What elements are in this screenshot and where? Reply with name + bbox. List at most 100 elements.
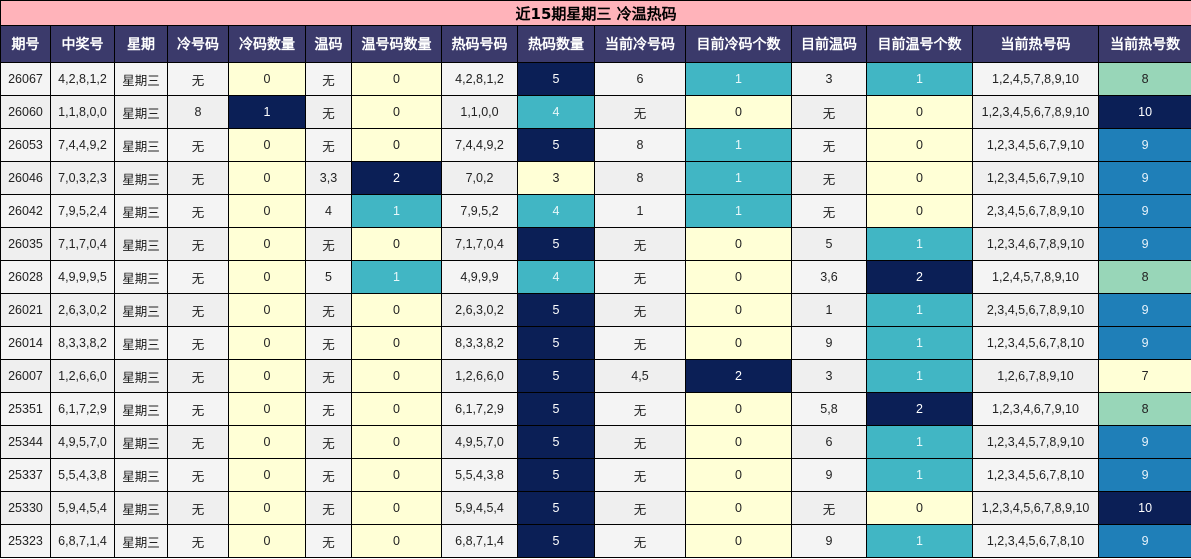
cell-current-warm-numbers: 9 [791,458,867,492]
cell-current-hot-count: 8 [1097,392,1191,426]
cell-cold-numbers: 无 [167,359,229,393]
cell-period: 26060 [0,95,51,129]
cell-warm-count: 2 [351,161,442,195]
cell-period: 26067 [0,62,51,96]
cell-cold-numbers: 无 [167,524,229,558]
cell-current-warm-numbers: 3 [791,359,867,393]
cell-weekday: 星期三 [114,161,168,195]
cell-winning-number: 8,3,3,8,2 [50,326,115,360]
cell-current-cold-numbers: 6 [594,62,686,96]
cell-current-hot-numbers: 1,2,4,5,7,8,9,10 [972,260,1099,294]
cell-weekday: 星期三 [114,260,168,294]
cell-hot-count: 5 [517,491,595,525]
cell-warm-numbers: 无 [305,425,352,459]
cell-current-hot-numbers: 1,2,3,4,5,7,8,9,10 [972,425,1099,459]
cell-warm-numbers: 无 [305,359,352,393]
cell-hot-count: 4 [517,260,595,294]
cell-hot-count: 4 [517,95,595,129]
column-header-warm-count: 温号码数量 [351,25,442,63]
cell-warm-count: 0 [351,293,442,327]
cell-current-hot-numbers: 2,3,4,5,6,7,8,9,10 [972,194,1099,228]
table-row: 26028 4,9,9,9,5 星期三无 0 5 1 4,9,9,9 4 无 0 3,6 2 1,2,4… [0,260,1191,294]
cell-hot-numbers: 8,3,3,8,2 [441,326,518,360]
cell-period: 25351 [0,392,51,426]
cell-current-hot-numbers: 1,2,3,4,5,6,7,8,10 [972,524,1099,558]
cell-current-cold-numbers: 无 [594,293,686,327]
cell-current-hot-count: 9 [1097,161,1191,195]
cell-current-hot-count: 9 [1097,194,1191,228]
cell-hot-numbers: 5,5,4,3,8 [441,458,518,492]
cell-warm-numbers: 无 [305,491,352,525]
cell-hot-numbers: 7,9,5,2 [441,194,518,228]
cell-current-cold-numbers: 4,5 [594,359,686,393]
cell-current-hot-count: 9 [1097,425,1191,459]
cell-current-hot-count: 10 [1097,491,1191,525]
cell-hot-count: 5 [517,326,595,360]
title-row: 近15期星期三 冷温热码 [0,0,1191,26]
cell-current-warm-numbers: 无 [791,491,867,525]
cell-cold-count: 0 [228,62,306,96]
cell-current-hot-numbers: 1,2,3,4,5,6,7,8,10 [972,458,1099,492]
cell-hot-numbers: 1,2,6,6,0 [441,359,518,393]
cell-current-warm-numbers: 无 [791,95,867,129]
table-row: 26042 7,9,5,2,4 星期三无 0 4 1 7,9,5,2 4 1 1 无 0 2,3,4,5… [0,194,1191,228]
cell-current-hot-numbers: 1,2,3,4,6,7,8,9,10 [972,227,1099,261]
cell-current-warm-numbers: 无 [791,128,867,162]
column-header-current-warm-numbers: 目前温码 [791,25,867,63]
cell-warm-count: 0 [351,326,442,360]
cell-current-warm-numbers: 无 [791,161,867,195]
cell-warm-numbers: 无 [305,128,352,162]
column-header-winning-number: 中奖号 [50,25,115,63]
cell-current-cold-numbers: 无 [594,326,686,360]
cell-warm-count: 0 [351,491,442,525]
cell-period: 25344 [0,425,51,459]
cell-cold-numbers: 无 [167,425,229,459]
cell-hot-count: 5 [517,425,595,459]
cell-current-hot-count: 9 [1097,326,1191,360]
cell-cold-numbers: 无 [167,161,229,195]
cell-winning-number: 7,1,7,0,4 [50,227,115,261]
cell-warm-count: 1 [351,194,442,228]
cell-current-cold-numbers: 无 [594,425,686,459]
cell-current-warm-numbers: 无 [791,194,867,228]
cell-current-warm-count: 1 [866,524,973,558]
cell-cold-count: 0 [228,260,306,294]
cell-cold-numbers: 无 [167,392,229,426]
cell-hot-numbers: 4,2,8,1,2 [441,62,518,96]
cell-period: 25323 [0,524,51,558]
cell-winning-number: 1,2,6,6,0 [50,359,115,393]
cell-current-cold-count: 1 [685,161,792,195]
cell-current-warm-numbers: 5 [791,227,867,261]
cell-current-cold-count: 0 [685,458,792,492]
cell-weekday: 星期三 [114,458,168,492]
cell-warm-numbers: 无 [305,62,352,96]
column-header-cold-count: 冷码数量 [228,25,306,63]
cell-warm-numbers: 无 [305,392,352,426]
cell-current-cold-numbers: 无 [594,524,686,558]
cell-current-hot-numbers: 1,2,3,4,5,6,7,9,10 [972,161,1099,195]
cell-current-warm-count: 0 [866,194,973,228]
cell-period: 26007 [0,359,51,393]
cell-weekday: 星期三 [114,62,168,96]
cell-cold-numbers: 无 [167,326,229,360]
cell-weekday: 星期三 [114,227,168,261]
cell-current-hot-count: 9 [1097,128,1191,162]
cell-cold-numbers: 无 [167,194,229,228]
cell-current-warm-count: 0 [866,128,973,162]
column-header-hot-numbers: 热码号码 [441,25,518,63]
cell-period: 26053 [0,128,51,162]
cell-period: 25330 [0,491,51,525]
cell-current-warm-numbers: 9 [791,326,867,360]
cell-cold-count: 0 [228,194,306,228]
cell-period: 26014 [0,326,51,360]
table-row: 25323 6,8,7,1,4 星期三无 0 无 0 6,8,7,1,4 5 无 0 9 1 1,2,3… [0,524,1191,558]
cell-current-hot-count: 10 [1097,95,1191,129]
cell-current-cold-numbers: 无 [594,95,686,129]
cell-warm-numbers: 无 [305,458,352,492]
cell-weekday: 星期三 [114,194,168,228]
cell-current-cold-count: 1 [685,194,792,228]
column-header-cold-numbers: 冷号码 [167,25,229,63]
cell-warm-count: 0 [351,227,442,261]
cell-current-hot-numbers: 1,2,6,7,8,9,10 [972,359,1099,393]
cell-cold-count: 0 [228,491,306,525]
